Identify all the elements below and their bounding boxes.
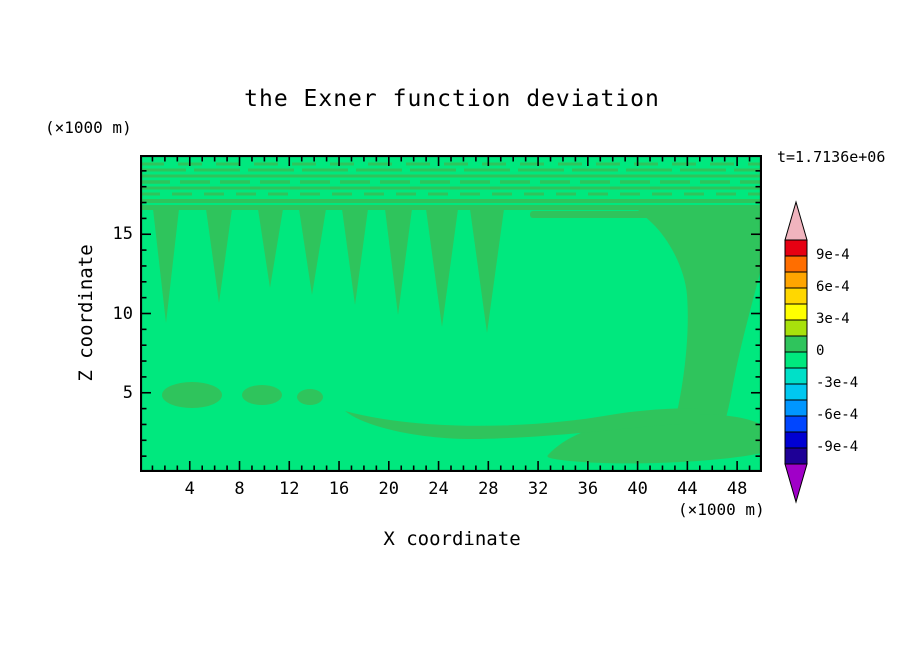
top-wave-stripes: [140, 162, 762, 203]
y-tick-label: 10: [112, 303, 133, 324]
bottom-anomaly-band: [345, 408, 700, 440]
colorbar-tick-label: -3e-4: [816, 375, 859, 391]
x-tick-label: 44: [677, 479, 698, 499]
y-axis-unit-label: (×1000 m): [45, 118, 132, 137]
x-tick-label: 12: [279, 479, 300, 499]
x-tick-label: 4: [184, 479, 195, 499]
time-annotation: t=1.7136e+06: [777, 148, 886, 166]
x-axis-title: X coordinate: [383, 528, 521, 550]
colorbar-tick-label: 0: [816, 343, 825, 359]
anomaly-cell: [162, 382, 222, 408]
x-tick-label: 24: [428, 479, 449, 499]
anomaly-plume: [426, 209, 458, 327]
anomaly-plume: [153, 209, 179, 323]
anomaly-plume: [342, 209, 368, 305]
axis-tick-marks: [142, 157, 760, 470]
y-tick-label: 15: [112, 224, 133, 245]
x-tick-label: 32: [527, 479, 549, 499]
chart-title: the Exner function deviation: [244, 86, 660, 112]
anomaly-plume: [470, 209, 504, 333]
colorbar-tick-label: 3e-4: [816, 311, 850, 327]
positive-anomaly-shapes: [140, 162, 762, 464]
colorbar: 9e-4 6e-4 3e-4 0 -3e-4 -6e-4 -9e-4: [784, 200, 894, 510]
colorbar-gradient: [784, 200, 808, 504]
x-tick-label: 8: [234, 479, 245, 499]
plot-area: [140, 155, 762, 472]
anomaly-cell: [242, 385, 282, 405]
colorbar-tick-label: 6e-4: [816, 279, 850, 295]
x-tick-label: 16: [328, 479, 350, 499]
anomaly-plume: [385, 209, 412, 315]
x-tick-label: 40: [627, 479, 648, 499]
colorbar-tick-label: -9e-4: [816, 439, 859, 455]
colorbar-tick-label: 9e-4: [816, 247, 850, 263]
x-tick-label: 36: [577, 479, 599, 499]
colorbar-tick-label: -6e-4: [816, 407, 859, 423]
anomaly-cell: [297, 389, 323, 405]
y-tick-label: 5: [122, 382, 133, 403]
anomaly-thick-band: [530, 211, 670, 218]
y-axis-title: Z coordinate: [75, 244, 97, 382]
anomaly-plume: [206, 209, 232, 303]
x-tick-label: 28: [478, 479, 499, 499]
anomaly-base-band: [140, 205, 762, 210]
plot-frame: [140, 155, 762, 472]
anomaly-plume: [299, 209, 326, 295]
x-tick-label: 48: [726, 479, 748, 499]
right-anomaly-region: [637, 209, 762, 437]
anomaly-plume: [258, 209, 283, 288]
axes-overlay: [140, 155, 762, 472]
x-axis-unit-label: (×1000 m): [678, 500, 765, 519]
contour-field: [140, 155, 762, 472]
x-tick-label: 20: [378, 479, 400, 499]
